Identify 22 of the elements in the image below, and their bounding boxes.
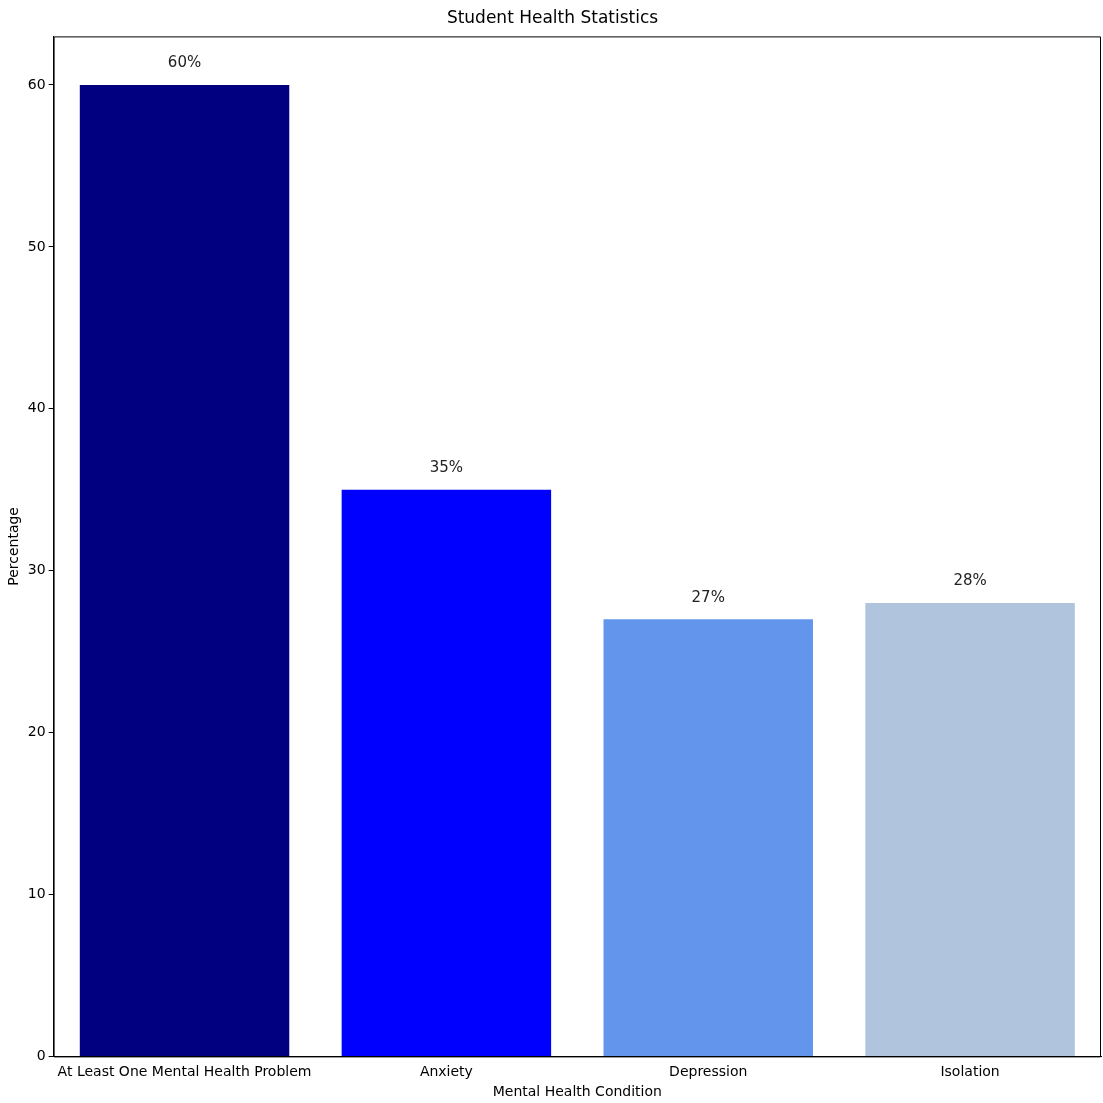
x-tick-label: Isolation xyxy=(940,1063,1000,1080)
y-tick-label: 0 xyxy=(36,1047,46,1064)
x-tick-label: Depression xyxy=(669,1063,748,1080)
y-axis-title: Percentage xyxy=(5,507,22,586)
data-label: 27% xyxy=(691,587,725,606)
bar xyxy=(79,84,290,1056)
data-label: 60% xyxy=(167,53,202,72)
data-label: 28% xyxy=(953,571,987,590)
bar xyxy=(865,603,1075,1056)
bar xyxy=(603,619,813,1056)
y-tick-label: 10 xyxy=(27,885,46,902)
data-label: 35% xyxy=(429,458,464,477)
y-tick-label: 30 xyxy=(27,561,46,578)
y-tick-label: 20 xyxy=(27,723,46,740)
x-tick-label: Anxiety xyxy=(419,1063,473,1080)
x-axis-title: Mental Health Condition xyxy=(492,1083,662,1100)
x-tick-label: At Least One Mental Health Problem xyxy=(57,1063,312,1080)
chart-title: Student Health Statistics xyxy=(446,6,659,27)
bar xyxy=(341,489,552,1056)
y-tick-label: 40 xyxy=(27,399,46,416)
y-tick-label: 50 xyxy=(27,237,46,254)
y-tick-label: 60 xyxy=(27,75,46,92)
